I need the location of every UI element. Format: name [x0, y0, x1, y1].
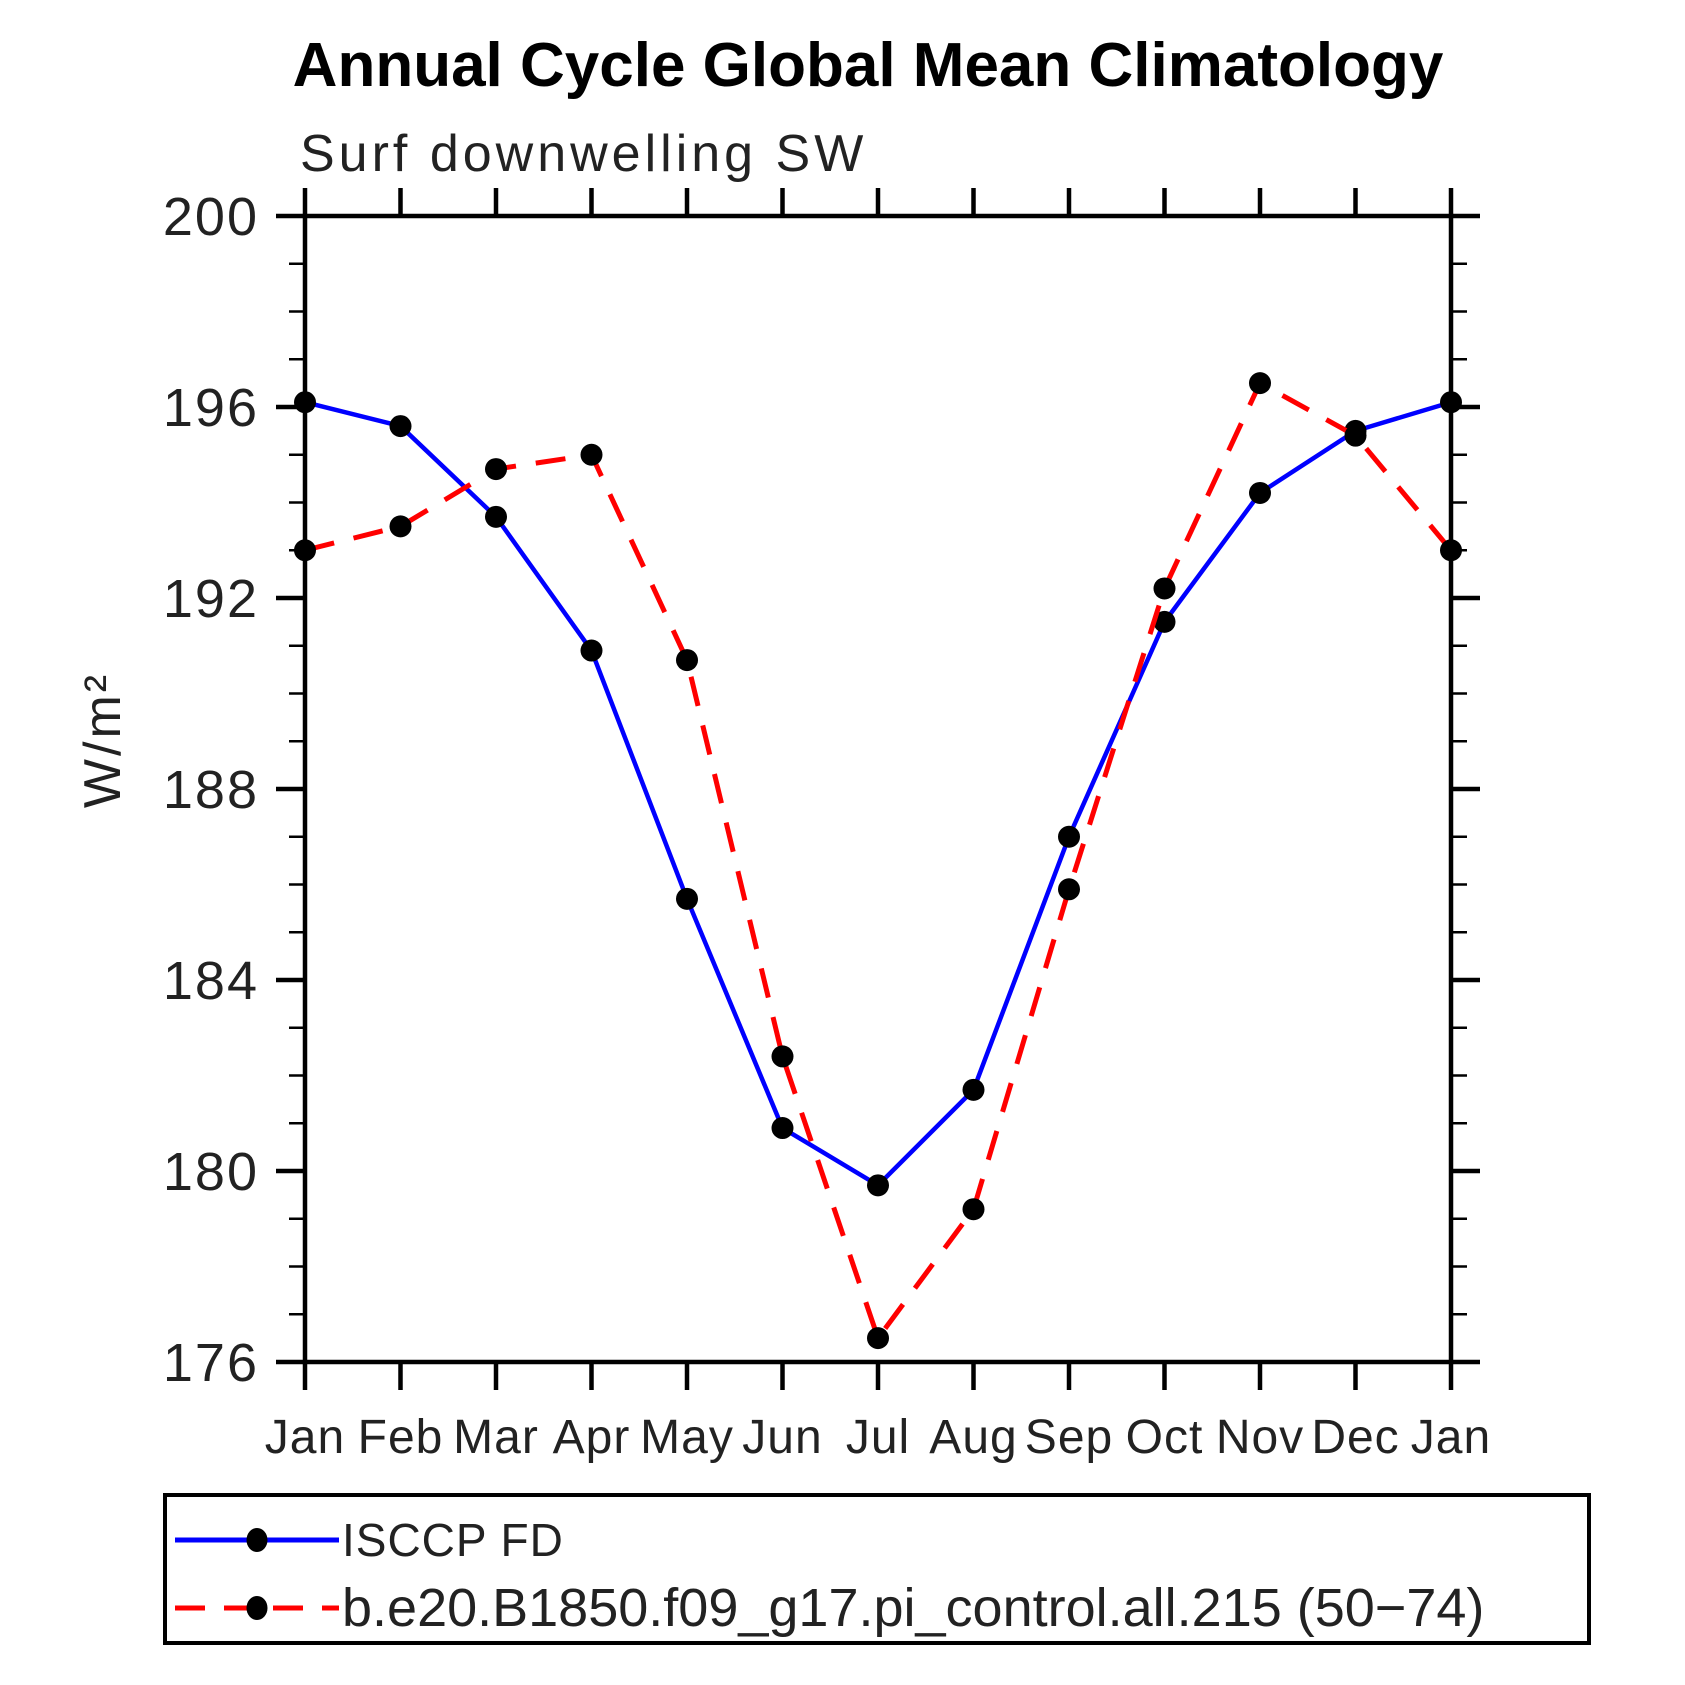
data-point-marker: [485, 505, 507, 528]
data-point-marker: [867, 1327, 889, 1350]
data-point-marker: [389, 515, 412, 538]
y-axis-tick-label: 184: [163, 951, 259, 1011]
x-axis-month-label: Dec: [1311, 1411, 1399, 1464]
chart-subtitle: Surf downwelling SW: [300, 125, 868, 183]
legend-item-observation: ISCCP FD: [172, 1514, 564, 1566]
x-axis-month-label: Jun: [742, 1411, 822, 1464]
data-point-marker: [771, 1045, 794, 1068]
x-axis-month-label: Aug: [929, 1411, 1017, 1464]
data-point-marker: [1153, 577, 1176, 600]
data-point-marker: [1153, 610, 1176, 633]
dashed-line-marker-icon: [175, 1596, 339, 1620]
chart-title: Annual Cycle Global Mean Climatology: [292, 31, 1444, 100]
data-point-marker: [580, 443, 603, 466]
data-point-marker: [1058, 825, 1080, 848]
y-axis-tick-label: 200: [163, 187, 259, 247]
data-point-marker: [485, 458, 507, 481]
x-axis-month-label: Mar: [453, 1411, 539, 1464]
x-axis-month-label: Jan: [1411, 1411, 1491, 1464]
data-point-marker: [389, 415, 412, 438]
x-axis-month-label: Feb: [358, 1411, 444, 1464]
data-point-marker: [771, 1117, 794, 1140]
data-point-marker: [1249, 481, 1271, 504]
data-point-marker: [962, 1078, 985, 1101]
y-axis-tick-label: 196: [163, 378, 259, 438]
data-point-marker: [867, 1174, 889, 1197]
data-point-marker: [676, 887, 698, 910]
x-axis-month-label: Sep: [1025, 1411, 1113, 1464]
data-point-marker: [1344, 424, 1367, 447]
data-point-marker: [962, 1198, 985, 1221]
data-point-marker: [294, 539, 316, 562]
x-axis-month-label: May: [640, 1411, 734, 1464]
data-point-marker: [294, 391, 316, 414]
solid-line-marker-icon: [175, 1528, 339, 1552]
data-point-marker: [676, 649, 698, 672]
legend-item-model: b.e20.B1850.f09_g17.pi_control.all.215 (…: [172, 1578, 1485, 1638]
x-axis-month-label: Nov: [1216, 1411, 1304, 1464]
x-axis-month-label: Jul: [846, 1411, 910, 1464]
legend-label-observation: ISCCP FD: [342, 1514, 564, 1566]
data-point-marker: [1440, 391, 1462, 414]
legend-dot-icon: [246, 1596, 268, 1620]
data-point-marker: [1058, 878, 1080, 901]
data-point-marker: [1249, 372, 1271, 395]
y-axis-tick-label: 192: [163, 569, 259, 629]
y-axis-tick-label: 180: [163, 1142, 259, 1202]
data-point-marker: [580, 639, 603, 662]
series-line-0: [304, 400, 1452, 1189]
y-axis-tick-label: 188: [163, 760, 259, 820]
plot-frame: [302, 213, 1454, 1365]
data-point-marker: [1440, 539, 1462, 562]
legend-dot-icon: [246, 1528, 268, 1552]
x-axis-month-label: Apr: [553, 1411, 631, 1464]
legend-label-model: b.e20.B1850.f09_g17.pi_control.all.215 (…: [342, 1578, 1485, 1638]
x-axis-month-label: Oct: [1126, 1411, 1204, 1464]
x-axis-month-label: Jan: [265, 1411, 345, 1464]
legend-box: ISCCP FD b.e20.B1850.f09_g17.pi_control.…: [163, 1493, 1591, 1645]
y-axis-tick-label: 176: [163, 1333, 259, 1393]
